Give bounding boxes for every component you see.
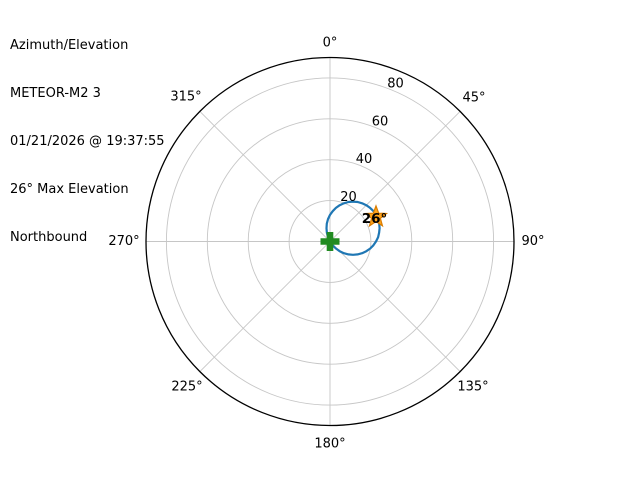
pass-timestamp: 01/21/2026 @ 19:37:55 xyxy=(10,134,165,149)
azimuth-tick-0: 0° xyxy=(323,36,338,51)
pass-direction-text: Northbound xyxy=(10,230,88,245)
azimuth-tick-315: 315° xyxy=(170,90,201,105)
max-elevation-label: 26° xyxy=(362,211,388,227)
max-elevation-text: 26° Max Elevation xyxy=(10,182,129,197)
azimuth-tick-225: 225° xyxy=(171,380,202,395)
azimuth-tick-45: 45° xyxy=(462,91,485,106)
max-elevation-star-icon xyxy=(363,204,389,228)
radial-tick-40: 40 xyxy=(356,152,373,167)
azimuth-tick-90: 90° xyxy=(521,234,544,249)
azimuth-tick-270: 270° xyxy=(108,234,139,249)
horizon-circle xyxy=(145,56,515,427)
radial-tick-60: 60 xyxy=(372,115,389,130)
satellite-track-line xyxy=(325,200,381,256)
pass-start-end-marker xyxy=(320,232,340,251)
azimuth-tick-180: 180° xyxy=(314,437,345,452)
satellite-name: METEOR-M2 3 xyxy=(10,86,101,101)
pass-info-block: Azimuth/Elevation METEOR-M2 3 01/21/2026… xyxy=(10,6,165,278)
elevation-tick-labels: 20 40 60 80 xyxy=(340,77,404,206)
azimuth-tick-labels: 0° 45° 90° 135° 180° 225° 270° 315° xyxy=(108,36,544,452)
radial-tick-20: 20 xyxy=(340,190,357,205)
chart-title: Azimuth/Elevation xyxy=(10,38,129,53)
radial-tick-80: 80 xyxy=(387,77,404,92)
azimuth-tick-135: 135° xyxy=(457,380,488,395)
